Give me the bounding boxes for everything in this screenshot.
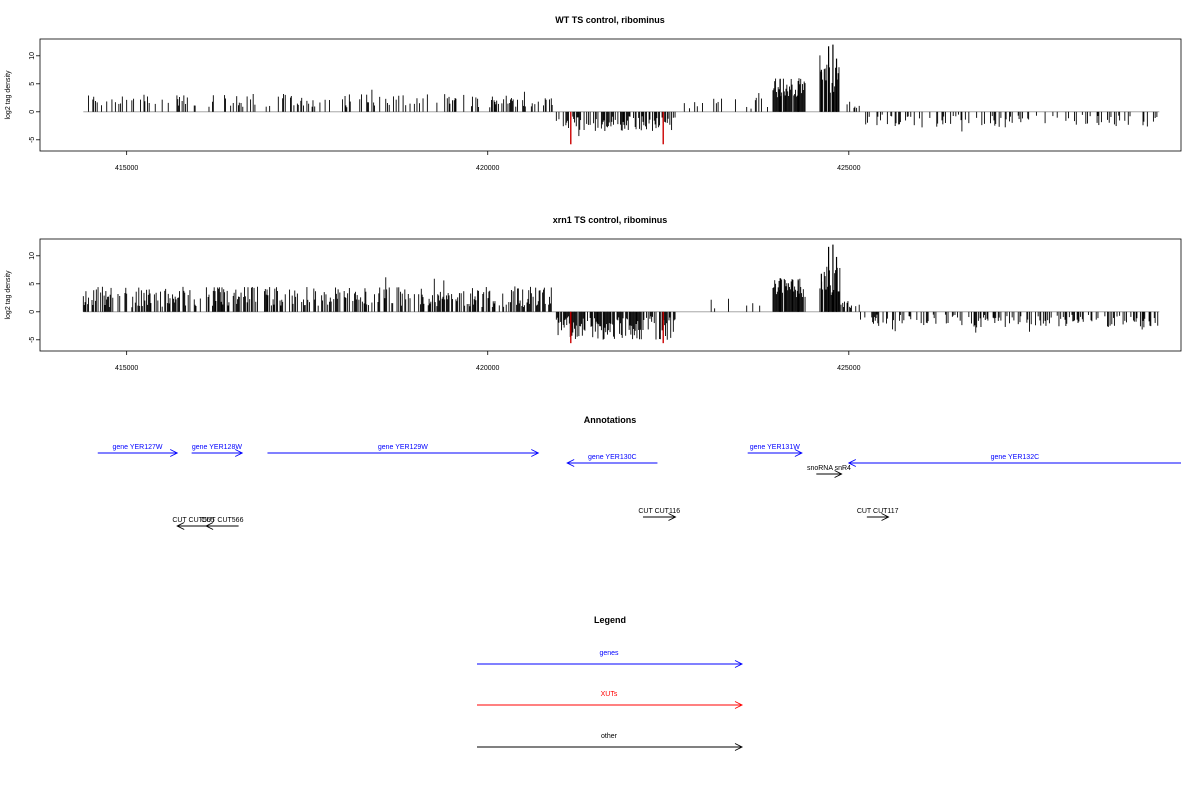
- feature-gene-yer130c: gene YER130C: [566, 454, 658, 467]
- legend-panel: Legend genes XUTs other: [477, 615, 744, 751]
- y-tick-label: -5: [29, 137, 36, 143]
- xrn1-panel-title: xrn1 TS control, ribominus: [553, 215, 668, 225]
- feature-label: snoRNA snR4: [807, 465, 851, 472]
- y-tick-label: 5: [29, 82, 36, 86]
- wt-axes: -5 0 5 10 415000 420000 425000: [29, 52, 861, 172]
- feature-gene-yer129w: gene YER129W: [267, 444, 540, 457]
- feature-label: CUT CUT566: [201, 517, 243, 524]
- feature-label: CUT CUT116: [638, 508, 680, 515]
- x-tick-label: 420000: [476, 365, 499, 372]
- feature-gene-yer127w: gene YER127W: [97, 444, 179, 457]
- feature-arrow-head: [794, 449, 803, 457]
- xrn1-panel: xrn1 TS control, ribominus log2 tag dens…: [5, 215, 1182, 372]
- x-tick-label: 420000: [476, 165, 499, 172]
- annotations-panel: Annotations gene YER127W gene YER128W gene…: [97, 415, 1181, 530]
- feature-gene-yer128w: gene YER128W: [191, 444, 244, 457]
- feature-arrow-head: [176, 522, 185, 530]
- legend-label: genes: [599, 650, 619, 657]
- xrn1-axes: -5 0 5 10 415000 420000 425000: [29, 252, 861, 372]
- feature-cut-cut565: CUT CUT565: [172, 517, 215, 530]
- legend-item-other: other: [477, 733, 744, 751]
- feature-label: gene YER130C: [588, 454, 637, 461]
- feature-label: gene YER131W: [750, 444, 800, 451]
- feature-gene-yer132c: gene YER132C: [847, 454, 1181, 467]
- legend-arrow-head: [734, 660, 744, 668]
- wt-y-axis-label: log2 tag density: [5, 70, 12, 120]
- feature-arrow-head: [834, 470, 843, 478]
- feature-label: gene YER132C: [991, 454, 1040, 461]
- feature-snorna-snr4: snoRNA snR4: [807, 465, 851, 478]
- feature-gene-yer131w: gene YER131W: [747, 444, 803, 457]
- legend-items: genes XUTs other: [477, 650, 744, 751]
- annotations-title: Annotations: [584, 415, 637, 425]
- wt-panel: WT TS control, ribominus log2 tag densit…: [5, 15, 1182, 172]
- legend-title: Legend: [594, 615, 626, 625]
- feature-label: gene YER127W: [112, 444, 162, 451]
- feature-cut-cut117: CUT CUT117: [857, 508, 899, 521]
- feature-label: CUT CUT565: [172, 517, 214, 524]
- feature-arrow-head: [205, 522, 214, 530]
- y-tick-label: 0: [29, 110, 36, 114]
- y-tick-label: 5: [29, 282, 36, 286]
- feature-arrow-head: [170, 449, 179, 457]
- wt-plot-frame: [39, 38, 1182, 152]
- xrn1-signal-bars: [82, 244, 1160, 344]
- wt-signal-bars: [83, 44, 1160, 145]
- feature-arrow-head: [881, 513, 890, 521]
- legend-label: XUTs: [601, 691, 618, 698]
- x-tick-label: 415000: [115, 165, 138, 172]
- feature-arrow-head: [531, 449, 540, 457]
- feature-arrow-head: [668, 513, 677, 521]
- feature-cut-cut116: CUT CUT116: [638, 508, 680, 521]
- y-tick-label: -5: [29, 337, 36, 343]
- legend-arrow-head: [734, 701, 744, 709]
- xrn1-plot-frame: [39, 238, 1182, 352]
- feature-arrow-head: [847, 459, 857, 467]
- feature-label: gene YER129W: [378, 444, 428, 451]
- feature-label: gene YER128W: [192, 444, 242, 451]
- legend-item-gene: genes: [477, 650, 744, 668]
- feature-arrow-head: [235, 449, 244, 457]
- feature-label: CUT CUT117: [857, 508, 899, 515]
- xrn1-y-axis-label: log2 tag density: [5, 270, 12, 320]
- feature-arrow-head: [566, 459, 575, 467]
- y-tick-label: 0: [29, 310, 36, 314]
- wt-panel-title: WT TS control, ribominus: [555, 15, 665, 25]
- x-tick-label: 415000: [115, 365, 138, 372]
- feature-cut-cut566: CUT CUT566: [201, 517, 244, 530]
- legend-label: other: [601, 733, 618, 740]
- x-tick-label: 425000: [837, 165, 860, 172]
- y-tick-label: 10: [29, 52, 36, 60]
- legend-item-xut: XUTs: [477, 691, 744, 709]
- y-tick-label: 10: [29, 252, 36, 260]
- legend-arrow-head: [734, 743, 744, 751]
- x-tick-label: 425000: [837, 365, 860, 372]
- annotation-features: gene YER127W gene YER128W gene YER129W gene…: [97, 444, 1181, 530]
